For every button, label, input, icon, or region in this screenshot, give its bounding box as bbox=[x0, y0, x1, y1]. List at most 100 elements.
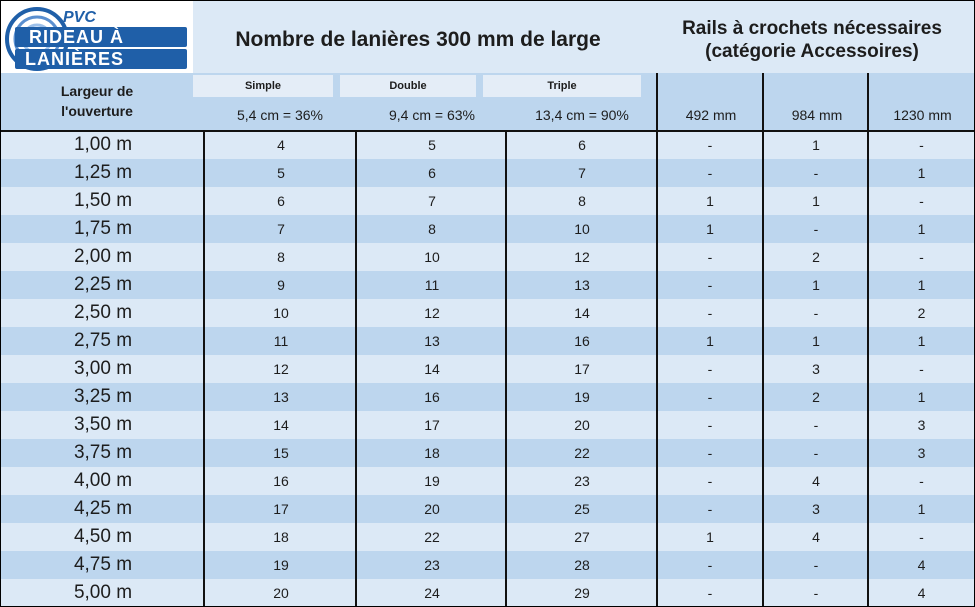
rail-1230-cell: 1 bbox=[869, 159, 974, 187]
width-cell: 5,00 m bbox=[1, 579, 205, 606]
overlap-simple-value: 5,4 cm = 36% bbox=[237, 107, 323, 123]
rail-1230-cell: - bbox=[869, 523, 974, 551]
simple-cell: 15 bbox=[205, 439, 357, 467]
double-cell: 23 bbox=[357, 551, 507, 579]
triple-cell: 6 bbox=[507, 131, 657, 159]
rail-1230-cell: - bbox=[869, 243, 974, 271]
triple-cell: 25 bbox=[507, 495, 657, 523]
width-cell: 3,00 m bbox=[1, 355, 205, 383]
table-row: 2,75 m 11 13 16 1 1 1 bbox=[1, 327, 974, 355]
rail-1230-cell: 4 bbox=[869, 551, 974, 579]
logo-top-text: PVC bbox=[63, 9, 96, 26]
rail-984-cell: - bbox=[763, 299, 869, 327]
width-cell: 2,75 m bbox=[1, 327, 205, 355]
width-cell: 1,25 m bbox=[1, 159, 205, 187]
rail-492-cell: - bbox=[657, 411, 763, 439]
rail-1230-cell: 1 bbox=[869, 271, 974, 299]
rail-492-cell: - bbox=[657, 131, 763, 159]
triple-cell: 29 bbox=[507, 579, 657, 606]
double-cell: 22 bbox=[357, 523, 507, 551]
rail-492-cell: - bbox=[657, 439, 763, 467]
rail-984-cell: - bbox=[763, 159, 869, 187]
rail-492-cell: - bbox=[657, 355, 763, 383]
width-cell: 1,00 m bbox=[1, 131, 205, 159]
table-row: 5,00 m 20 24 29- -4 bbox=[1, 579, 974, 606]
double-cell: 8 bbox=[357, 215, 507, 243]
width-cell: 2,00 m bbox=[1, 243, 205, 271]
rails-title: Rails à crochets nécessaires (catégorie … bbox=[653, 11, 971, 69]
table-row: 3,50 m 14 17 20- -3 bbox=[1, 411, 974, 439]
table-row: 4,25 m 17 20 25-3 1 bbox=[1, 495, 974, 523]
double-cell: 19 bbox=[357, 467, 507, 495]
table-row: 3,25 m 13 16 19-2 1 bbox=[1, 383, 974, 411]
rail-984-cell: 3 bbox=[763, 495, 869, 523]
rail-492-cell: - bbox=[657, 467, 763, 495]
table-row: 2,50 m 10 12 14- -2 bbox=[1, 299, 974, 327]
simple-cell: 9 bbox=[205, 271, 357, 299]
col-divider bbox=[656, 73, 658, 606]
rail-492-cell: 1 bbox=[657, 187, 763, 215]
double-cell: 16 bbox=[357, 383, 507, 411]
simple-cell: 14 bbox=[205, 411, 357, 439]
rail-492-cell: - bbox=[657, 159, 763, 187]
simple-cell: 19 bbox=[205, 551, 357, 579]
rail-1230-cell: 1 bbox=[869, 383, 974, 411]
rail-984-cell: - bbox=[763, 579, 869, 606]
table-row: 2,25 m 9 11 13-1 1 bbox=[1, 271, 974, 299]
rail-984-cell: 1 bbox=[763, 271, 869, 299]
triple-cell: 7 bbox=[507, 159, 657, 187]
width-cell: 4,25 m bbox=[1, 495, 205, 523]
table-row: 3,75 m 15 18 22- -3 bbox=[1, 439, 974, 467]
header-band bbox=[193, 1, 973, 73]
simple-cell: 6 bbox=[205, 187, 357, 215]
table-row: 4,00 m 16 19 23-4- bbox=[1, 467, 974, 495]
logo-line2: LANIÈRES bbox=[25, 48, 124, 69]
triple-cell: 20 bbox=[507, 411, 657, 439]
logo-line1: RIDEAU À bbox=[29, 26, 124, 47]
triple-cell: 19 bbox=[507, 383, 657, 411]
width-cell: 4,75 m bbox=[1, 551, 205, 579]
width-cell: 4,00 m bbox=[1, 467, 205, 495]
rail-492-header: 492 mm bbox=[685, 107, 737, 123]
triple-cell: 16 bbox=[507, 327, 657, 355]
rail-492-cell: - bbox=[657, 383, 763, 411]
triple-cell: 17 bbox=[507, 355, 657, 383]
overlap-double-label: Double bbox=[340, 75, 476, 97]
double-cell: 13 bbox=[357, 327, 507, 355]
brand-logo: PVC RIDEAU À LANIÈRES bbox=[1, 1, 193, 73]
simple-cell: 13 bbox=[205, 383, 357, 411]
double-cell: 6 bbox=[357, 159, 507, 187]
width-cell: 4,50 m bbox=[1, 523, 205, 551]
strip-count-title: Nombre de lanières 300 mm de large bbox=[235, 28, 601, 51]
rail-984-cell: 4 bbox=[763, 523, 869, 551]
double-cell: 12 bbox=[357, 299, 507, 327]
rail-984-cell: 3 bbox=[763, 355, 869, 383]
rail-1230-cell: 3 bbox=[869, 439, 974, 467]
rail-492-cell: 1 bbox=[657, 327, 763, 355]
rail-984-cell: 1 bbox=[763, 131, 869, 159]
double-cell: 5 bbox=[357, 131, 507, 159]
col-divider bbox=[355, 130, 357, 606]
rail-492-cell: 1 bbox=[657, 523, 763, 551]
rail-1230-cell: - bbox=[869, 467, 974, 495]
triple-cell: 14 bbox=[507, 299, 657, 327]
rail-984-cell: 2 bbox=[763, 383, 869, 411]
rail-492-cell: - bbox=[657, 243, 763, 271]
simple-cell: 5 bbox=[205, 159, 357, 187]
triple-cell: 22 bbox=[507, 439, 657, 467]
rail-1230-cell: 1 bbox=[869, 495, 974, 523]
rail-1230-cell: - bbox=[869, 355, 974, 383]
rail-492-cell: - bbox=[657, 551, 763, 579]
rail-1230-cell: 4 bbox=[869, 579, 974, 606]
rail-492-cell: 1 bbox=[657, 215, 763, 243]
triple-cell: 28 bbox=[507, 551, 657, 579]
rail-984-cell: 1 bbox=[763, 327, 869, 355]
rail-492-cell: - bbox=[657, 299, 763, 327]
rail-1230-cell: 3 bbox=[869, 411, 974, 439]
simple-cell: 8 bbox=[205, 243, 357, 271]
double-cell: 20 bbox=[357, 495, 507, 523]
rail-1230-cell: 1 bbox=[869, 327, 974, 355]
